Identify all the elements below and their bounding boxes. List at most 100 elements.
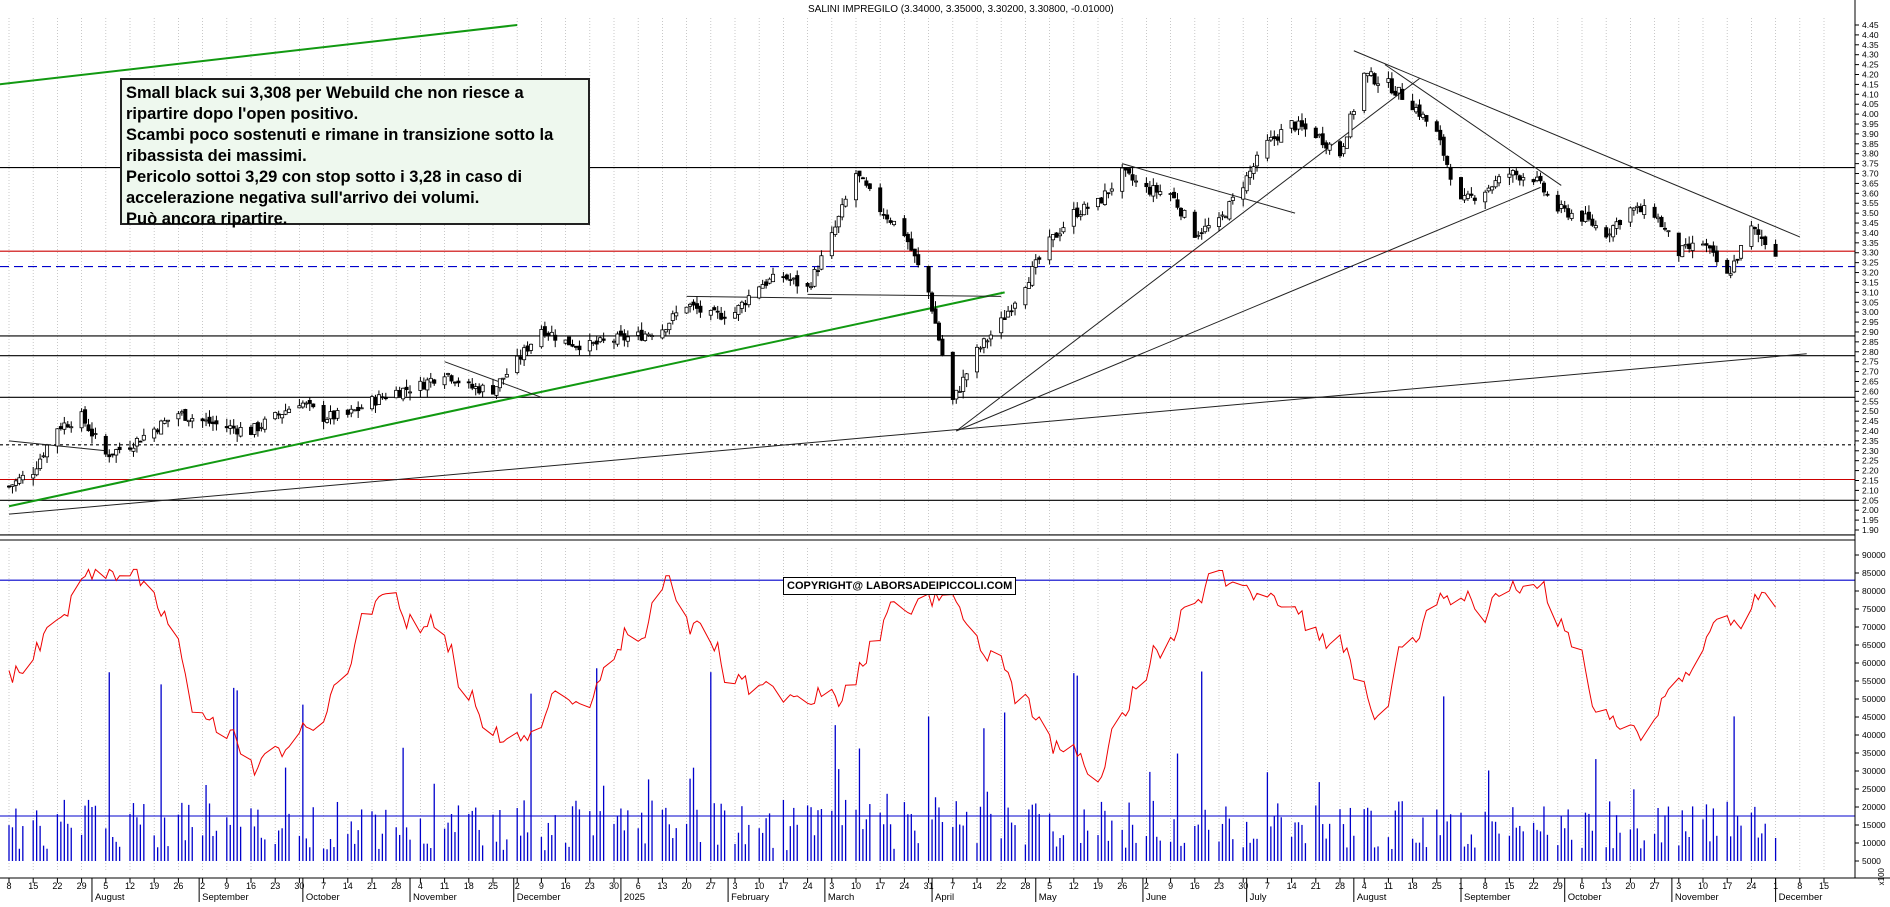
candle-body bbox=[1033, 259, 1038, 268]
candle-body bbox=[162, 420, 167, 424]
volume-tick-label: 90000 bbox=[1862, 550, 1886, 560]
candle-body bbox=[1583, 213, 1588, 222]
month-label: February bbox=[731, 892, 769, 902]
candle-body bbox=[926, 265, 931, 293]
candle-body bbox=[376, 394, 381, 405]
candle-body bbox=[210, 421, 215, 425]
candle-body bbox=[231, 425, 236, 429]
candle-body bbox=[131, 447, 136, 452]
candle-body bbox=[1438, 129, 1443, 141]
candle-body bbox=[1372, 73, 1377, 85]
date-tick-label: 10 bbox=[1698, 881, 1708, 891]
candle-body bbox=[214, 420, 219, 425]
candle-body bbox=[1545, 193, 1550, 196]
volume-tick-label: 15000 bbox=[1862, 820, 1886, 830]
candle-body bbox=[625, 336, 630, 342]
candle-body bbox=[1158, 191, 1163, 195]
candle-body bbox=[1386, 78, 1391, 83]
candle-body bbox=[902, 218, 907, 237]
candle-body bbox=[612, 340, 617, 343]
candle-body bbox=[840, 204, 845, 218]
candle-body bbox=[1631, 207, 1636, 211]
date-tick-label: 17 bbox=[1722, 881, 1732, 891]
candle-body bbox=[252, 423, 257, 435]
date-tick-label: 2 bbox=[515, 881, 520, 891]
candle-body bbox=[1272, 136, 1277, 140]
date-tick-label: 28 bbox=[1020, 881, 1030, 891]
candle-body bbox=[17, 477, 22, 484]
candle-body bbox=[1054, 232, 1059, 238]
price-tick-label: 3.60 bbox=[1862, 188, 1879, 198]
candle-body bbox=[1414, 107, 1419, 113]
candle-body bbox=[428, 377, 433, 383]
candle-body bbox=[1047, 236, 1052, 261]
candle-body bbox=[200, 418, 205, 422]
candle-body bbox=[1192, 211, 1197, 238]
candle-body bbox=[1483, 191, 1488, 203]
note-line: Small black sui 3,308 per Webuild che no… bbox=[126, 84, 524, 102]
date-tick-label: 10 bbox=[754, 881, 764, 891]
candle-body bbox=[356, 406, 361, 412]
candle-body bbox=[134, 438, 139, 447]
trendline bbox=[807, 293, 1002, 297]
month-label: July bbox=[1250, 892, 1267, 902]
candle-body bbox=[1652, 206, 1657, 218]
candle-body bbox=[1441, 136, 1446, 156]
candle-body bbox=[1662, 227, 1667, 230]
candle-body bbox=[1109, 188, 1114, 192]
candle-body bbox=[1400, 88, 1405, 100]
candle-body bbox=[55, 428, 60, 447]
volume-tick-label: 75000 bbox=[1862, 604, 1886, 614]
candle-body bbox=[394, 389, 399, 399]
price-tick-label: 4.00 bbox=[1862, 109, 1879, 119]
candle-body bbox=[1293, 121, 1298, 131]
candle-body bbox=[159, 420, 164, 435]
candle-body bbox=[238, 426, 243, 437]
candle-body bbox=[767, 278, 772, 284]
candle-body bbox=[442, 376, 447, 386]
candle-body bbox=[1206, 225, 1211, 229]
candle-body bbox=[1144, 182, 1149, 188]
date-tick-label: 3 bbox=[1676, 881, 1681, 891]
candle-body bbox=[815, 270, 820, 272]
candle-body bbox=[1127, 168, 1132, 174]
candle-body bbox=[829, 232, 834, 257]
candle-body bbox=[1472, 197, 1477, 201]
candle-body bbox=[957, 391, 962, 393]
candle-body bbox=[916, 254, 921, 266]
month-label: August bbox=[95, 892, 125, 902]
candle-body bbox=[1389, 78, 1394, 94]
price-tick-label: 3.05 bbox=[1862, 297, 1879, 307]
candle-body bbox=[905, 233, 910, 243]
candle-body bbox=[1725, 259, 1730, 274]
candle-body bbox=[1541, 182, 1546, 193]
candle-body bbox=[1535, 176, 1540, 181]
candle-body bbox=[722, 316, 727, 319]
candle-body bbox=[646, 333, 651, 336]
candle-body bbox=[352, 409, 357, 412]
candle-body bbox=[660, 329, 665, 339]
candle-body bbox=[331, 410, 336, 420]
date-tick-label: 24 bbox=[803, 881, 813, 891]
date-tick-label: 23 bbox=[270, 881, 280, 891]
trendline bbox=[1122, 163, 1296, 214]
candle-body bbox=[1203, 225, 1208, 233]
candle-body bbox=[166, 419, 171, 422]
candle-body bbox=[539, 329, 544, 348]
candle-body bbox=[477, 386, 482, 394]
candle-body bbox=[791, 277, 796, 280]
candle-body bbox=[1251, 166, 1256, 174]
candle-body bbox=[522, 347, 527, 361]
candle-body bbox=[670, 313, 675, 321]
volume-tick-label: 60000 bbox=[1862, 658, 1886, 668]
volume-tick-label: 85000 bbox=[1862, 568, 1886, 578]
candle-body bbox=[964, 373, 969, 381]
candle-body bbox=[1448, 166, 1453, 180]
price-tick-label: 2.00 bbox=[1862, 505, 1879, 515]
date-tick-label: 17 bbox=[875, 881, 885, 891]
candle-body bbox=[781, 276, 786, 278]
candle-body bbox=[1756, 229, 1761, 235]
candle-body bbox=[79, 411, 84, 429]
candle-body bbox=[31, 474, 36, 479]
candle-body bbox=[954, 389, 959, 400]
